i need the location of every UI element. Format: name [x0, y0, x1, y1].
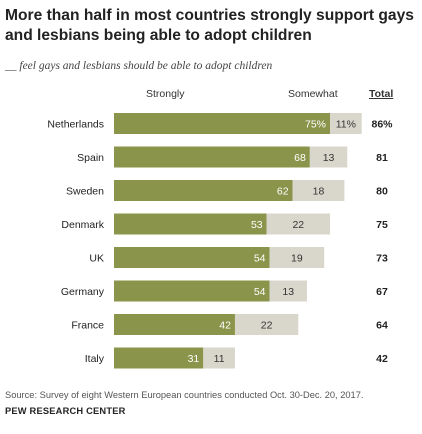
strongly-value-label: 54	[254, 253, 266, 265]
total-value-label: 81	[376, 152, 388, 164]
strongly-value-label: 31	[188, 353, 200, 365]
bar-somewhat	[269, 280, 307, 302]
bar-strongly	[114, 314, 235, 335]
country-label: UK	[89, 253, 104, 265]
bar-strongly	[114, 247, 270, 268]
strongly-value-label: 68	[294, 152, 306, 164]
bar-somewhat	[309, 146, 348, 168]
header-somewhat: Somewhat	[288, 88, 338, 100]
total-value-label: 86%	[371, 119, 393, 131]
bar-strongly	[114, 280, 270, 302]
header-total: Total	[369, 88, 394, 100]
total-value-label: 80	[376, 186, 388, 198]
chart-subtitle: __ feel gays and lesbians should be able…	[5, 60, 273, 72]
bar-strongly	[114, 113, 330, 134]
bar-strongly	[114, 347, 204, 369]
strongly-value-label: 53	[251, 219, 263, 231]
country-label: France	[71, 320, 104, 332]
total-value-label: 75	[376, 219, 388, 231]
total-value-label: 42	[376, 353, 388, 365]
country-label: Sweden	[66, 186, 104, 198]
bar-somewhat	[234, 314, 299, 335]
somewhat-value-label: 11	[214, 353, 225, 365]
country-label: Spain	[77, 152, 104, 164]
strongly-value-label: 75%	[305, 119, 326, 131]
somewhat-value-label: 18	[313, 186, 325, 198]
pew-logo-text: PEW RESEARCH CENTER	[5, 406, 126, 416]
country-label: Denmark	[61, 219, 104, 231]
country-label: Netherlands	[47, 119, 104, 131]
bar-strongly	[114, 146, 310, 168]
somewhat-value-label: 22	[261, 320, 273, 332]
bar-strongly	[114, 213, 267, 235]
bar-somewhat	[292, 180, 345, 201]
bar-somewhat	[266, 213, 330, 235]
somewhat-value-label: 11%	[336, 119, 356, 131]
bar-somewhat	[203, 347, 235, 369]
country-label: Italy	[85, 353, 105, 365]
somewhat-value-label: 19	[291, 253, 303, 265]
total-value-label: 67	[376, 286, 388, 298]
header-strongly: Strongly	[146, 88, 185, 100]
total-value-label: 64	[376, 320, 388, 332]
total-value-label: 73	[376, 253, 388, 265]
somewhat-value-label: 13	[323, 152, 335, 164]
bar-strongly	[114, 180, 293, 201]
somewhat-value-label: 22	[292, 219, 304, 231]
strongly-value-label: 42	[219, 320, 231, 332]
bar-somewhat	[330, 113, 362, 134]
chart-title: More than half in most countries strongl…	[5, 7, 414, 44]
bar-somewhat	[269, 247, 325, 268]
country-label: Germany	[61, 286, 105, 298]
somewhat-value-label: 13	[282, 286, 294, 298]
strongly-value-label: 62	[277, 186, 289, 198]
source-note: Source: Survey of eight Western European…	[5, 390, 364, 400]
strongly-value-label: 54	[254, 286, 266, 298]
